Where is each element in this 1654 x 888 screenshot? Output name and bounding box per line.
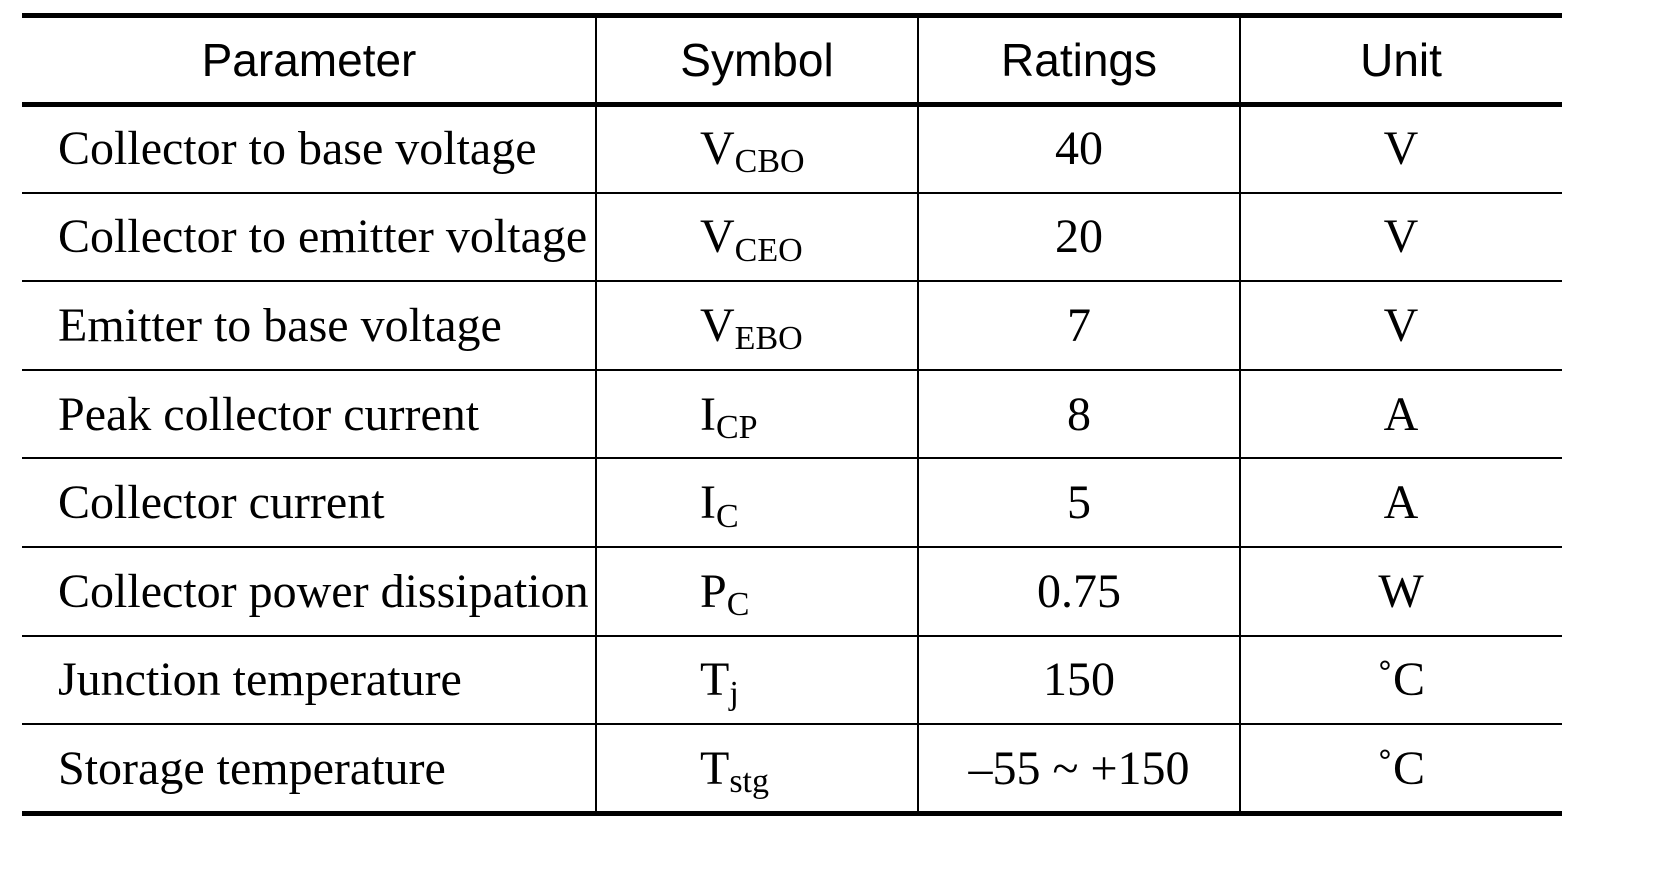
symbol-cell: I CP [596, 370, 918, 459]
symbol-subscript: CEO [734, 231, 803, 269]
symbol-subscript: CBO [734, 143, 805, 181]
unit-cell: A [1383, 387, 1419, 441]
header-cell: Unit [1360, 33, 1442, 86]
rating-cell: 7 [1067, 298, 1091, 352]
parameter-cell: Collector current [58, 476, 385, 530]
unit-cell: V [1383, 298, 1419, 352]
unit-cell: A [1383, 476, 1419, 530]
symbol-base: T [700, 741, 730, 795]
symbol-base: I [700, 387, 716, 441]
symbol-subscript: EBO [734, 320, 803, 358]
parameter-cell: Emitter to base voltage [58, 298, 502, 352]
row-rule [22, 546, 1562, 548]
symbol-base: V [700, 210, 735, 264]
bottom-rule [22, 810, 1562, 816]
rating-cell: 8 [1067, 387, 1091, 441]
header-cell: Symbol [680, 33, 834, 86]
column-rule [917, 15, 919, 813]
row-rule [22, 280, 1562, 283]
row-rule [22, 457, 1562, 460]
parameter-cell: Collector to emitter voltage [58, 210, 588, 264]
symbol-subscript: C [726, 586, 750, 624]
parameter-cell: Collector power dissipation [58, 564, 589, 618]
column-rule [595, 15, 597, 813]
symbol-subscript: C [715, 497, 739, 535]
row-rule [22, 191, 1562, 194]
symbol-cell: V EBO [596, 281, 918, 370]
unit-cell: V [1383, 210, 1419, 264]
unit-cell: W [1378, 564, 1424, 618]
header-cell: Parameter [201, 33, 417, 86]
rating-cell: 20 [1055, 210, 1103, 264]
rating-cell: 40 [1055, 121, 1103, 175]
unit-cell: ˚C [1377, 653, 1425, 707]
row-rule [22, 723, 1562, 726]
rating-cell: 150 [1043, 653, 1115, 707]
symbol-cell: V CEO [596, 193, 918, 282]
symbol-base: T [700, 653, 730, 707]
unit-cell: ˚C [1377, 741, 1425, 795]
symbol-subscript: stg [729, 763, 770, 801]
parameter-cell: Storage temperature [58, 741, 446, 795]
parameter-cell: Junction temperature [58, 653, 462, 707]
symbol-subscript: j [729, 674, 739, 712]
rating-cell: –55 ~ +150 [968, 741, 1190, 795]
parameter-cell: Collector to base voltage [58, 121, 537, 175]
top-rule [22, 13, 1562, 18]
column-rule [1239, 15, 1241, 813]
parameter-cell: Peak collector current [58, 387, 480, 441]
row-rule [22, 368, 1562, 371]
rating-cell: 0.75 [1037, 564, 1121, 618]
rating-cell: 5 [1067, 476, 1091, 530]
symbol-base: V [700, 121, 735, 175]
symbol-base: V [700, 298, 735, 352]
symbol-base: P [700, 564, 727, 618]
symbol-base: I [700, 476, 716, 530]
unit-cell: V [1383, 121, 1419, 175]
symbol-subscript: CP [715, 409, 758, 447]
symbol-cell: V CBO [596, 104, 918, 193]
row-rule [22, 634, 1562, 637]
header-rule [22, 102, 1562, 107]
header-cell: Ratings [1001, 33, 1157, 86]
